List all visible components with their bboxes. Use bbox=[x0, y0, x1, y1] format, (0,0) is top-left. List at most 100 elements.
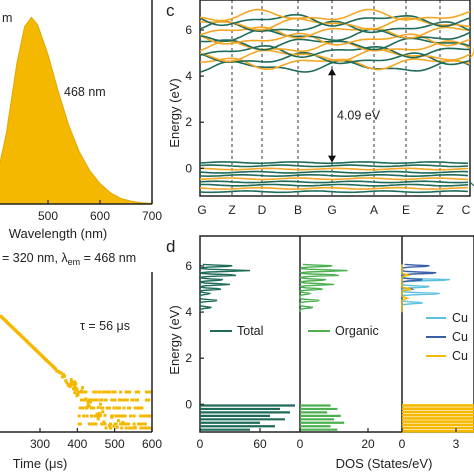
decay-point bbox=[107, 390, 111, 394]
decay-point bbox=[111, 398, 115, 402]
decay-point bbox=[98, 402, 102, 406]
decay-point bbox=[128, 406, 132, 410]
bands bbox=[199, 8, 471, 194]
decay-point bbox=[87, 404, 91, 408]
kpoint-label: D bbox=[258, 203, 267, 217]
valence-band bbox=[199, 180, 469, 184]
decay-point bbox=[148, 390, 152, 394]
panel-c-ytick-label: 2 bbox=[185, 115, 192, 129]
decay-point bbox=[119, 390, 123, 394]
decay-point bbox=[104, 426, 108, 430]
decay-point bbox=[94, 422, 98, 426]
decay-point bbox=[143, 414, 147, 418]
panel-label-c: c bbox=[166, 1, 175, 20]
decay-point bbox=[88, 398, 92, 402]
panel-d-dos: d 0 2 4 6 0 60 0 20 0 3 Energy (eV) DOS (States/… bbox=[166, 235, 474, 471]
panel-b-xtick-label: 500 bbox=[38, 209, 58, 223]
panel-e-x-ticks: 300 400 500 600 bbox=[30, 428, 162, 451]
panel-c-ytick-label: 4 bbox=[185, 69, 192, 83]
panel-e-xtick-label: 500 bbox=[105, 437, 125, 451]
decay-point bbox=[101, 410, 105, 414]
decay-point bbox=[77, 414, 81, 418]
panel-e-decay: = 320 nm, λem = 468 nm 300 400 500 600 Time… bbox=[0, 251, 162, 471]
decay-point bbox=[122, 406, 126, 410]
panel-label-d: d bbox=[166, 237, 175, 256]
decay-point bbox=[73, 380, 77, 384]
decay-point bbox=[76, 393, 80, 397]
decay-point bbox=[116, 419, 120, 423]
decay-point bbox=[131, 398, 135, 402]
kpoint-label: E bbox=[402, 203, 410, 217]
panel-b-xtick-label: 600 bbox=[90, 209, 110, 223]
kpoint-label: G bbox=[327, 203, 336, 217]
decay-point bbox=[143, 422, 147, 426]
panel-d-xtick-label: 0 bbox=[197, 437, 204, 451]
panel-d-y-label: Energy (eV) bbox=[167, 305, 182, 374]
decay-point bbox=[111, 414, 115, 418]
kpoint-label: A bbox=[370, 203, 378, 217]
valence-band bbox=[200, 183, 469, 187]
decay-point bbox=[90, 414, 94, 418]
decay-point bbox=[132, 422, 136, 426]
decay-point bbox=[92, 406, 96, 410]
decay-point bbox=[98, 413, 102, 417]
decay-point bbox=[114, 422, 118, 426]
decay-point bbox=[95, 412, 99, 416]
decay-point bbox=[112, 424, 116, 428]
panel-e-xtick-label: 600 bbox=[142, 437, 162, 451]
panel-c-frame bbox=[199, 0, 471, 197]
valence-band bbox=[199, 174, 469, 178]
decay-point bbox=[124, 426, 128, 430]
decay-point bbox=[85, 414, 89, 418]
conduction-band bbox=[199, 48, 471, 63]
decay-point bbox=[107, 406, 111, 410]
decay-point bbox=[112, 406, 116, 410]
decay-point bbox=[139, 414, 143, 418]
decay-points bbox=[0, 314, 152, 430]
decay-point bbox=[132, 414, 136, 418]
decay-point bbox=[141, 426, 145, 430]
decay-point bbox=[64, 379, 68, 383]
decay-point bbox=[101, 406, 105, 410]
decay-point bbox=[84, 397, 88, 401]
decay-point bbox=[135, 398, 139, 402]
tau-label: τ = 56 μs bbox=[80, 319, 130, 333]
decay-point bbox=[97, 411, 101, 415]
decay-point bbox=[65, 381, 69, 385]
decay-point bbox=[125, 398, 129, 402]
decay-point bbox=[119, 414, 123, 418]
conduction-band bbox=[199, 26, 471, 39]
decay-point bbox=[134, 406, 138, 410]
panel-d-ytick-label: 4 bbox=[185, 305, 192, 319]
panel-e-title: = 320 nm, λem = 468 nm bbox=[2, 251, 136, 267]
decay-point bbox=[115, 406, 119, 410]
decay-point bbox=[81, 406, 85, 410]
decay-point bbox=[118, 406, 122, 410]
decay-point bbox=[104, 390, 108, 394]
total-conduction bbox=[198, 263, 251, 313]
decay-point bbox=[79, 398, 83, 402]
panel-d-xtick-label: 0 bbox=[297, 437, 304, 451]
decay-point bbox=[54, 367, 58, 371]
panel-d-frame bbox=[199, 235, 474, 433]
kpoint-label: B bbox=[294, 203, 302, 217]
conduction-band bbox=[199, 28, 471, 43]
decay-point bbox=[79, 390, 83, 394]
decay-point bbox=[129, 414, 133, 418]
decay-point bbox=[77, 390, 81, 394]
conduction-band bbox=[199, 59, 471, 73]
conduction-band bbox=[199, 17, 471, 31]
decay-point bbox=[115, 425, 119, 429]
decay-point bbox=[114, 414, 118, 418]
decay-point bbox=[81, 386, 85, 390]
decay-point bbox=[75, 387, 79, 391]
decay-point bbox=[92, 422, 96, 426]
panel-d-xtick-label: 60 bbox=[253, 437, 267, 451]
organic-conduction bbox=[298, 263, 348, 313]
decay-point bbox=[104, 398, 108, 402]
decay-point bbox=[100, 398, 104, 402]
decay-point bbox=[91, 398, 95, 402]
decay-point bbox=[120, 426, 124, 430]
decay-point bbox=[107, 424, 111, 428]
